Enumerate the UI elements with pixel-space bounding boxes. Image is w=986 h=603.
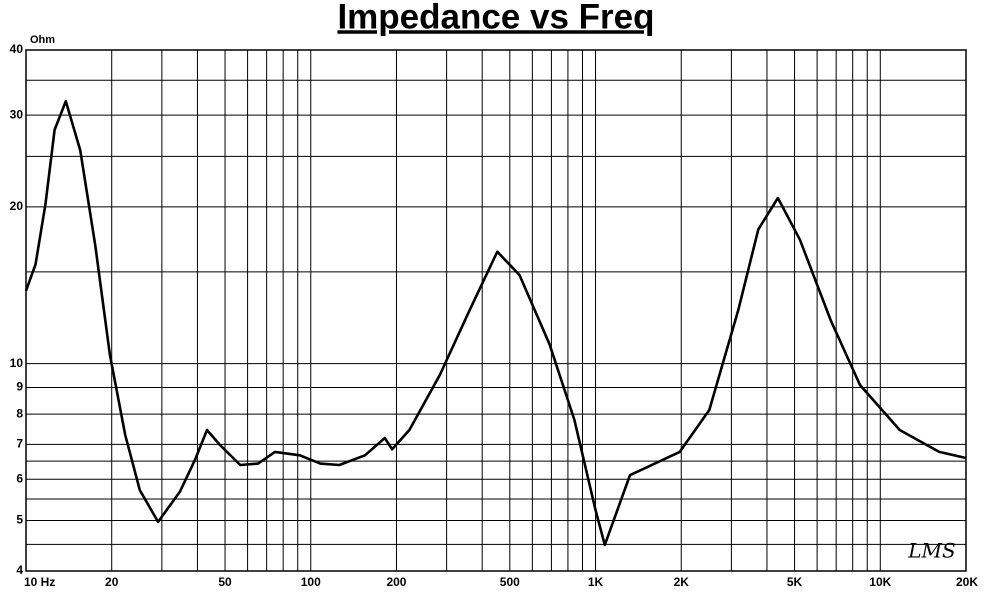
plot-border	[25, 49, 967, 572]
x-tick-label: 10 Hz	[24, 575, 55, 589]
chart-title: Impedance vs Freq	[337, 0, 654, 36]
x-tick-label: 1K	[588, 575, 604, 589]
logo: LMS	[907, 539, 955, 563]
y-tick-label: 8	[16, 406, 23, 420]
y-tick-label: 40	[10, 42, 24, 56]
x-tick-label: 20	[105, 575, 119, 589]
x-tick-label: 5K	[787, 575, 803, 589]
x-tick-label: 200	[386, 575, 406, 589]
y-unit: Ohm	[30, 34, 55, 46]
y-tick-label: 7	[16, 437, 23, 451]
x-tick-label: 50	[218, 575, 232, 589]
y-tick-label: 10	[10, 356, 24, 370]
x-tick-label: 20K	[956, 575, 978, 589]
y-tick-label: 9	[16, 380, 23, 394]
impedance-curve	[24, 99, 967, 547]
x-tick-label: 500	[500, 575, 520, 589]
y-tick-label: 30	[10, 107, 24, 121]
y-tick-label: 4	[16, 563, 23, 577]
y-tick-label: 6	[16, 471, 23, 485]
y-tick-label: 5	[16, 513, 23, 527]
x-tick-label: 2K	[674, 575, 690, 589]
x-tick-label: 10K	[869, 575, 891, 589]
y-tick-label: 20	[10, 199, 24, 213]
x-tick-label: 100	[301, 575, 321, 589]
